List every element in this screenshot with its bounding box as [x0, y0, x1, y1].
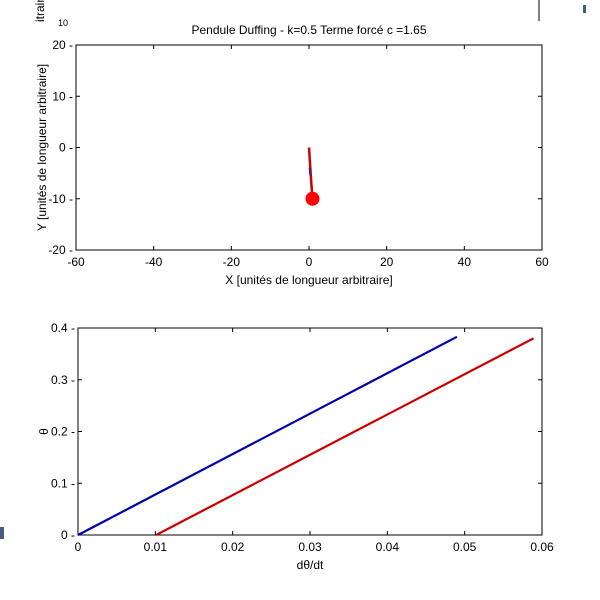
axes-frame [77, 327, 543, 536]
x-tick-label: 0.05 [453, 540, 477, 554]
y-tick-label: -10 - [48, 192, 73, 206]
x-tick-label: 0.03 [298, 540, 322, 554]
x-tick-label: 0.02 [221, 540, 245, 554]
y-tick-label: 0.4 - [51, 321, 75, 335]
window-edge-mark [0, 527, 4, 539]
series-line-1 [77, 335, 458, 536]
x-tick-label: -60 [67, 255, 85, 269]
y-tick-label: 0.1 - [51, 476, 75, 490]
x-axis-label: dθ/dt [297, 558, 324, 572]
y-axis-label: Y [unités de longueur arbitraire] [35, 64, 49, 231]
window-edge-mark [583, 5, 586, 13]
pendulum-plot: -60 -40 -20 0 20 40 60 -20 - -10 - 0 - 10 - 20 - Pen… [35, 23, 549, 287]
clipped-tick-fragment: 10 [58, 18, 68, 28]
y-tick-label: 0.3 - [51, 373, 75, 387]
pendulum-rod-trace [308, 167, 311, 176]
x-tick-label: 0.06 [530, 540, 554, 554]
x-tick-label: 0.01 [144, 540, 168, 554]
y-tick-label: 20 - [52, 38, 73, 52]
series-line-2 [155, 337, 535, 536]
y-tick-label: 0.2 - [51, 425, 75, 439]
chart-title: Pendule Duffing - k=0.5 Terme forcé c =1… [191, 23, 426, 37]
y-tick-label: -20 - [48, 243, 73, 257]
x-tick-label: 0.04 [376, 540, 400, 554]
phase-plot: 0 0.01 0.02 0.03 0.04 0.05 0.06 0 - 0.1 - 0.2 - 0.… [37, 321, 554, 572]
y-tick-label: 0 - [61, 528, 75, 542]
x-axis-label: X [unités de longueur arbitraire] [225, 273, 392, 287]
x-tick-label: -20 [223, 255, 241, 269]
pendulum-bob [305, 191, 320, 206]
clipped-label-fragment: itrair [33, 0, 47, 22]
x-tick-label: 0 [75, 540, 82, 554]
x-tick-label: 20 [380, 255, 394, 269]
x-tick-label: -40 [145, 255, 163, 269]
y-tick-label: 10 - [52, 89, 73, 103]
x-tick-label: 40 [458, 255, 472, 269]
y-axis-label: θ [37, 428, 51, 435]
x-tick-label: 0 [306, 255, 313, 269]
y-tick-label: 0 - [59, 141, 73, 155]
x-tick-label: 60 [535, 255, 549, 269]
